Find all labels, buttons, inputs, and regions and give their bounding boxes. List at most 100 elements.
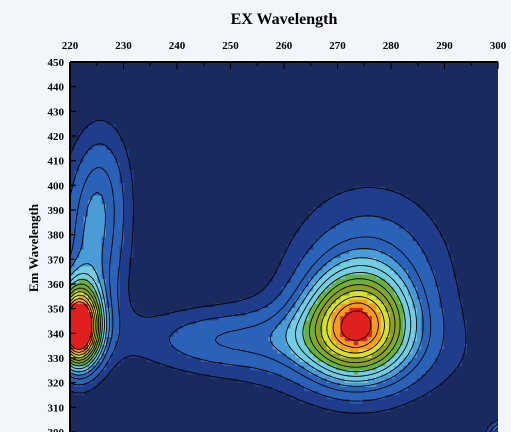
contour-cell [389, 199, 395, 204]
contour-cell [421, 369, 427, 375]
contour-cell [101, 219, 107, 225]
contour-cell [182, 323, 188, 329]
contour-cell [421, 269, 427, 275]
contour-cell [79, 240, 85, 246]
contour-cell [74, 298, 80, 304]
contour-cell [430, 232, 436, 238]
contour-cell [353, 278, 359, 283]
contour-cell [254, 369, 260, 375]
contour-cell [290, 269, 296, 275]
contour-cell [376, 228, 382, 234]
contour-cell [353, 311, 359, 317]
contour-cell [124, 165, 130, 171]
contour-cell [79, 332, 85, 337]
contour-cell [196, 348, 202, 354]
contour-cell [101, 298, 107, 304]
contour-cell [398, 286, 404, 292]
contour-cell [155, 323, 161, 329]
contour-cell [407, 278, 413, 283]
contour-cell [416, 319, 423, 325]
contour-cell [250, 377, 256, 383]
contour-cell [304, 323, 310, 329]
contour-cell [227, 373, 233, 379]
contour-cell [340, 382, 346, 387]
contour-cell [79, 215, 85, 221]
contour-cell [443, 328, 450, 333]
contour-cell [88, 278, 94, 283]
contour-cell [88, 244, 94, 250]
contour-cell [218, 365, 224, 371]
contour-cell [259, 290, 265, 296]
contour-cell [403, 369, 409, 375]
contour-cell [425, 249, 432, 254]
contour-cell [389, 240, 395, 246]
contour-line [70, 265, 412, 377]
contour-cell [137, 353, 143, 358]
contour-cell [389, 398, 395, 404]
contour-cell [88, 319, 94, 325]
contour-cell [83, 382, 89, 387]
contour-cell [398, 244, 404, 250]
contour-cell [79, 373, 85, 379]
contour-cell [88, 224, 94, 229]
contour-cell [299, 244, 305, 250]
y-tick-label: 380 [48, 230, 65, 242]
contour-cell [358, 402, 364, 408]
contour-cell [331, 332, 337, 337]
contour-cell [398, 236, 404, 242]
contour-cell [443, 294, 450, 300]
contour-cell [380, 336, 386, 342]
contour-cell [322, 390, 328, 396]
contour-cell [295, 394, 301, 400]
contour-cell [430, 315, 436, 321]
contour-cell [403, 382, 409, 387]
contour-cell [398, 328, 404, 333]
contour-cell [191, 348, 197, 354]
contour-cell [137, 340, 143, 346]
contour-cell [349, 232, 355, 238]
contour-cell [425, 236, 432, 242]
contour-cell [106, 211, 112, 217]
contour-cell [268, 344, 274, 350]
contour-cell [340, 361, 346, 367]
contour-cell [443, 269, 450, 275]
contour-cell [214, 311, 220, 317]
contour-cell [295, 373, 301, 379]
contour-cell [389, 386, 395, 392]
contour-cell [322, 203, 328, 209]
contour-cell [92, 157, 98, 163]
contour-cell [263, 290, 269, 296]
contour-cell [227, 328, 233, 333]
contour-cell [367, 390, 373, 396]
contour-cell [70, 211, 76, 217]
contour-cell [421, 232, 427, 238]
contour-cell [178, 319, 184, 325]
contour-cell [326, 224, 332, 229]
contour-cell [317, 207, 323, 213]
contour-cell [70, 307, 76, 313]
contour-cell [205, 315, 211, 321]
contour-cell [367, 232, 373, 238]
contour-cell [299, 328, 305, 333]
contour-cell [191, 315, 197, 321]
contour-cell [304, 274, 310, 279]
contour-cell [74, 140, 80, 146]
contour-cell [349, 303, 355, 308]
contour-cell [317, 278, 323, 283]
contour-cell [101, 170, 107, 175]
contour-cell [115, 149, 121, 155]
contour-cell [79, 353, 85, 358]
contour-cell [394, 307, 400, 313]
contour-cell [286, 282, 292, 288]
contour-cell [200, 323, 206, 329]
contour-cell [110, 282, 116, 288]
contour-cell [322, 386, 328, 392]
contour-cell [331, 274, 337, 279]
contour-cell [88, 165, 94, 171]
contour-cell [367, 394, 373, 400]
contour-cell [353, 274, 359, 279]
contour-cell [83, 353, 89, 358]
contour-cell [362, 244, 368, 250]
contour-cell [137, 319, 143, 325]
contour-cell [376, 386, 382, 392]
